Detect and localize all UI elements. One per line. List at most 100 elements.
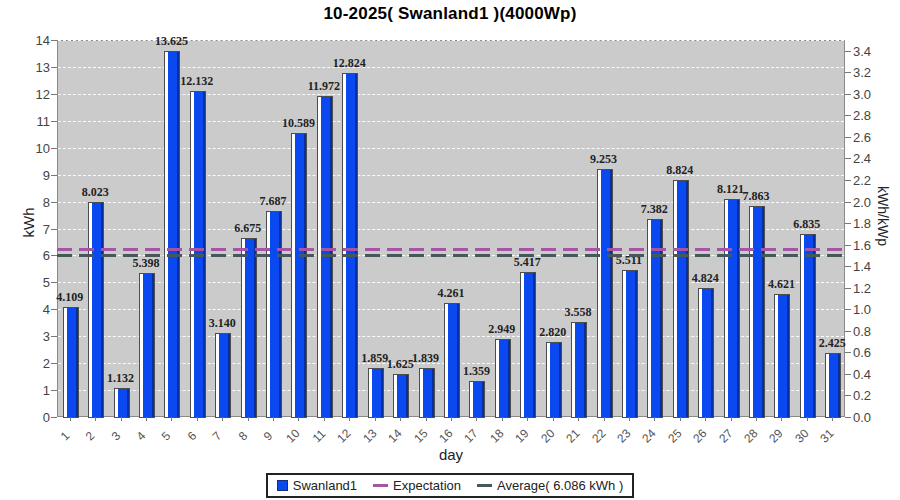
y-axis-tick-left [51,175,57,176]
bar-day-27 [724,199,740,418]
y-tick-label-left: 7 [16,221,50,236]
bar-value-label: 5.417 [514,255,541,270]
bar-day-15 [419,368,435,418]
x-tick-label: 14 [385,426,404,445]
y-tick-label-right: 0.2 [853,388,887,403]
y-tick-label-left: 9 [16,167,50,182]
x-axis-tick [121,417,122,421]
bar-value-label: 4.824 [692,271,719,286]
x-tick-label: 12 [335,426,354,445]
x-tick-label: 7 [210,429,225,444]
bar-day-8 [241,238,257,418]
x-axis-tick [324,417,325,421]
bar-value-label: 11.972 [308,79,340,94]
x-tick-label: 4 [134,429,149,444]
x-axis-tick [756,417,757,421]
bar-day-7 [215,333,231,418]
x-axis-tick [781,417,782,421]
y-axis-tick-left [51,202,57,203]
y-tick-label-right: 1.4 [853,259,887,274]
bar-value-label: 7.863 [743,189,770,204]
x-axis-tick [400,417,401,421]
x-axis-tick [451,417,452,421]
x-axis-tick [680,417,681,421]
x-tick-label: 26 [691,426,710,445]
legend-label: Expectation [393,478,461,493]
legend-item-average: Average( 6.086 kWh ) [477,478,623,493]
x-tick-label: 29 [767,426,786,445]
y-axis-tick-left [51,148,57,149]
y-tick-label-left: 12 [16,86,50,101]
y-tick-label-right: 1.8 [853,216,887,231]
plot-area [57,40,845,417]
y-axis-tick-right [845,245,851,246]
y-axis-tick-left [51,67,57,68]
line-swatch-icon [477,484,492,487]
x-tick-label: 3 [108,429,123,444]
x-tick-label: 18 [487,426,506,445]
y-tick-label-right: 2.8 [853,108,887,123]
y-axis-tick-left [51,309,57,310]
y-axis-tick-left [51,40,57,41]
y-axis-tick-right [845,202,851,203]
x-axis-tick [146,417,147,421]
x-tick-label: 5 [159,429,174,444]
y-tick-label-right: 2.6 [853,129,887,144]
x-tick-label: 1 [57,429,72,444]
y-tick-label-right: 0.0 [853,410,887,425]
x-tick-label: 25 [665,426,684,445]
bar-value-label: 9.253 [590,152,617,167]
bar-value-label: 1.839 [412,351,439,366]
y-tick-label-right: 1.6 [853,237,887,252]
y-axis-tick-right [845,94,851,95]
x-tick-label: 27 [716,426,735,445]
y-axis-tick-left [51,121,57,122]
x-tick-label: 20 [538,426,557,445]
y-axis-tick-left [51,390,57,391]
bar-value-label: 8.121 [717,182,744,197]
bar-value-label: 1.359 [463,364,490,379]
y-tick-label-right: 0.6 [853,345,887,360]
x-tick-label: 22 [589,426,608,445]
x-tick-label: 17 [462,426,481,445]
x-tick-label: 15 [411,426,430,445]
bar-value-label: 5.398 [132,256,159,271]
y-axis-tick-right [845,72,851,73]
y-axis-tick-right [845,180,851,181]
x-axis-tick [298,417,299,421]
bar-value-label: 12.824 [333,56,366,71]
legend-label: Swanland1 [293,478,357,493]
bar-day-1 [63,307,79,418]
legend-label: Average( 6.086 kWh ) [497,478,623,493]
y-tick-label-left: 14 [16,33,50,48]
bar-value-label: 13.625 [155,34,188,49]
bar-day-10 [291,133,307,418]
x-axis-tick [807,417,808,421]
bar-day-14 [393,374,409,418]
bar-value-label: 1.132 [107,371,134,386]
bar-day-19 [520,272,536,418]
y-tick-label-right: 3.2 [853,65,887,80]
x-axis-tick [248,417,249,421]
x-axis-tick [95,417,96,421]
bar-day-18 [495,339,511,418]
x-axis-tick [578,417,579,421]
bar-value-label: 4.621 [768,277,795,292]
bar-day-16 [444,303,460,418]
y-axis-tick-right [845,223,851,224]
bar-day-21 [571,322,587,418]
x-tick-label: 24 [640,426,659,445]
x-axis-tick [654,417,655,421]
y-axis-tick-right [845,115,851,116]
bar-value-label: 6.675 [234,221,261,236]
x-axis-tick [426,417,427,421]
y-axis-tick-right [845,266,851,267]
bar-value-label: 2.425 [819,336,846,351]
bar-value-label: 2.820 [539,325,566,340]
y-tick-label-left: 10 [16,140,50,155]
x-axis-tick [629,417,630,421]
x-tick-label: 9 [261,429,276,444]
x-axis-tick [375,417,376,421]
x-tick-label: 30 [792,426,811,445]
y-axis-tick-right [845,352,851,353]
